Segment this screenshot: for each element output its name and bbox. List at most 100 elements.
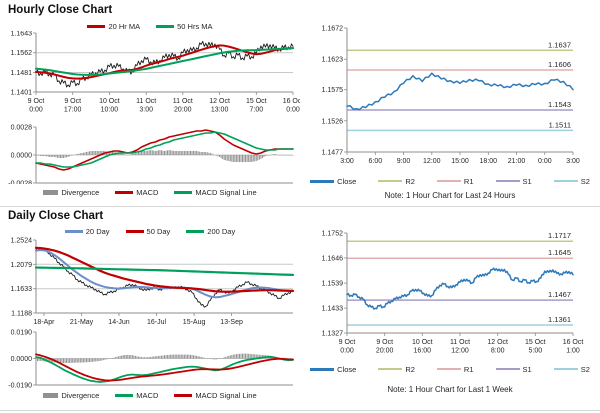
legend-label: Close [337,176,357,186]
legend-item: MACD [115,188,158,197]
svg-text:3:00: 3:00 [340,158,354,165]
legend-swatch-icon [495,180,520,182]
svg-text:5:00: 5:00 [528,348,542,355]
daily-close-chart: 1.2524 1.2079 1.1633 1.1188 18-Apr 21-May 14-J… [0,236,300,328]
svg-text:9:00: 9:00 [397,158,411,165]
bottom-divider [0,410,600,411]
legend-swatch-icon [43,189,59,195]
section-divider [0,206,600,207]
legend-label: 20 Hr MA [108,21,141,31]
svg-text:1.1401: 1.1401 [11,90,33,97]
svg-text:1.1481: 1.1481 [11,70,33,77]
svg-text:1.1637: 1.1637 [548,40,571,49]
svg-text:12:00: 12:00 [451,348,469,355]
legend-swatch-icon [378,180,403,182]
legend-item: S2 [553,365,590,374]
legend-swatch-icon [174,190,193,194]
svg-text:1.1433: 1.1433 [322,306,344,313]
svg-text:0.0000: 0.0000 [11,356,33,363]
daily-ma-legend: 20 Day 50 Day 200 Day [0,226,300,236]
svg-text:1.2524: 1.2524 [11,238,33,245]
svg-text:20:00: 20:00 [174,107,192,114]
legend-item: MACD Signal Line [174,187,257,197]
chart-svg: 0.0190 0.0000 -0.0190 [8,330,294,389]
svg-text:1.1717: 1.1717 [548,231,571,240]
legend-label: Divergence [61,390,100,400]
svg-text:15-Aug: 15-Aug [183,319,206,326]
hourly-macd-chart: 0.0028 0.0000 -0.0028 [0,124,300,184]
svg-text:10 Oct: 10 Oct [99,98,120,105]
legend-item: 50 Hrs MA [156,21,213,31]
legend-label: S2 [580,176,590,186]
svg-text:21:00: 21:00 [508,158,526,165]
legend-label: R1 [463,364,474,374]
legend-item: Close [310,177,356,186]
svg-text:16-Jul: 16-Jul [147,319,167,326]
svg-text:1.1188: 1.1188 [11,311,32,318]
svg-text:-0.0028: -0.0028 [8,181,32,185]
chart-svg: 1.1637 1.1606 1.1543 1.1511 1.1672 1.1623 1.15… [322,26,580,166]
legend-swatch-icon [125,229,144,233]
svg-text:12 Oct: 12 Oct [209,98,230,105]
svg-text:20:00: 20:00 [376,348,394,355]
legend-label: 50 Hrs MA [177,21,213,31]
legend-swatch-icon [115,393,134,397]
svg-text:13-Sep: 13-Sep [220,319,243,326]
svg-text:1.1645: 1.1645 [548,248,571,257]
legend-swatch-icon [115,190,134,194]
svg-text:10:00: 10:00 [101,107,119,114]
svg-text:14-Jun: 14-Jun [108,319,130,326]
svg-text:1.1562: 1.1562 [11,50,33,57]
legend-label: MACD [136,187,159,197]
svg-text:3:00: 3:00 [566,158,580,165]
intraday-week-chart: 1.1717 1.1645 1.1467 1.1361 1.1752 1.1646 1.15… [300,223,600,357]
legend-label: 50 Day [146,226,171,236]
legend-swatch-icon [156,24,175,28]
svg-text:0.0028: 0.0028 [11,125,33,132]
svg-text:15 Oct: 15 Oct [246,98,267,105]
intraday-24h-legend: Close R2 R1 S1 S2 [300,176,600,186]
svg-text:8:00: 8:00 [491,348,505,355]
legend-label: Close [337,364,357,374]
legend-label: MACD Signal Line [195,187,257,197]
svg-text:9 Oct: 9 Oct [376,339,393,346]
legend-label: 20 Day [85,226,110,236]
legend-label: R1 [463,176,474,186]
svg-text:9 Oct: 9 Oct [28,98,45,105]
daily-macd-legend: Divergence MACD MACD Signal Line [0,390,300,400]
svg-text:10 Oct: 10 Oct [412,339,433,346]
legend-swatch-icon [310,179,335,183]
legend-swatch-icon [87,24,106,28]
legend-swatch-icon [43,392,59,398]
intraday-week-note: Note: 1 Hour Chart for Last 1 Week [387,385,513,394]
svg-text:0:00: 0:00 [538,158,552,165]
svg-text:9 Oct: 9 Oct [339,339,356,346]
legend-item: 200 Day [186,227,235,236]
svg-text:0.0190: 0.0190 [11,330,33,337]
legend-item: S1 [495,365,532,374]
intraday-week-legend: Close R2 R1 S1 S2 [300,364,600,374]
legend-label: R2 [405,364,415,374]
svg-text:-0.0190: -0.0190 [8,383,32,389]
svg-text:1.1361: 1.1361 [548,315,571,324]
legend-label: 200 Day [207,226,236,236]
hourly-close-chart: 1.1643 1.1562 1.1481 1.1401 9 Oct 0:00 9 Oct 17… [0,31,300,123]
svg-text:1.1575: 1.1575 [322,87,344,94]
legend-item: MACD Signal Line [174,391,257,400]
legend-swatch-icon [186,229,205,233]
legend-label: MACD [136,390,159,400]
daily-macd-chart: 0.0190 0.0000 -0.0190 [0,328,300,388]
legend-item: Divergence [43,188,99,197]
legend-swatch-icon [64,229,83,233]
svg-text:1.1643: 1.1643 [11,31,33,38]
legend-item: R1 [436,176,474,186]
svg-text:11 Oct: 11 Oct [136,98,156,105]
legend-swatch-icon [436,368,461,370]
legend-item: Divergence [43,391,99,400]
legend-label: R2 [405,176,415,186]
legend-item: 20 Day [64,226,110,236]
svg-text:16 Oct: 16 Oct [563,339,584,346]
intraday-24h-note: Note: 1 Hour Chart for Last 24 Hours [384,191,516,200]
legend-label: Divergence [61,187,100,197]
